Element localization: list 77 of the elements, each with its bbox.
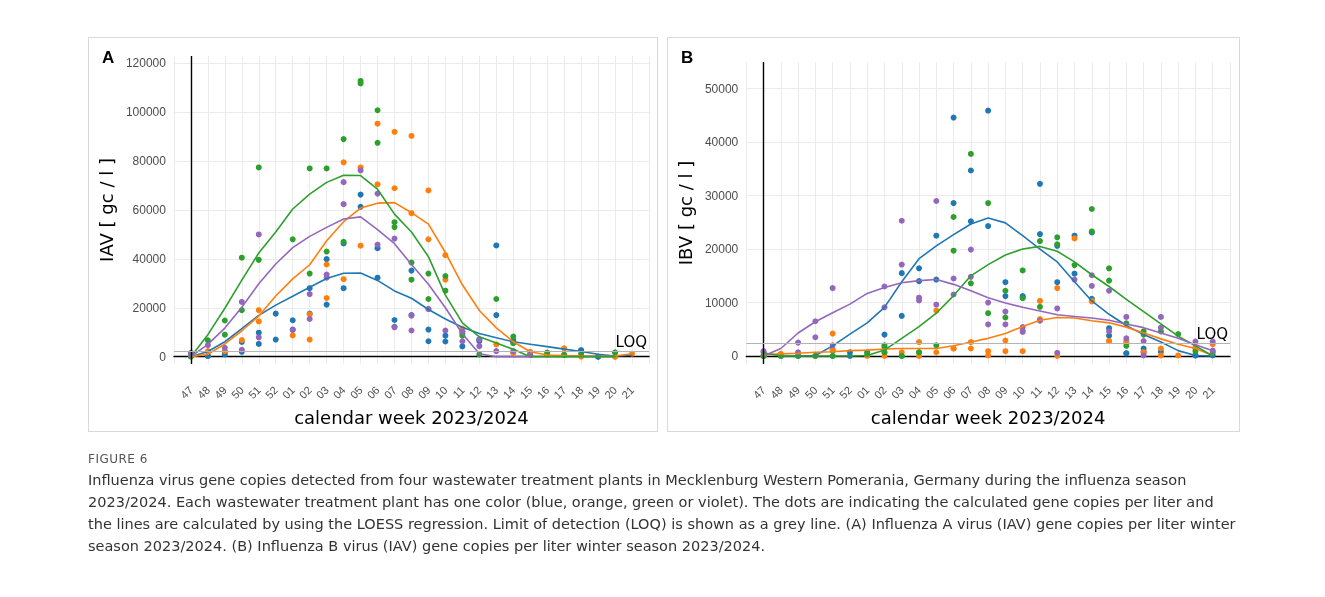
x-axis-title: calendar week 2023/2024 [870,406,1106,428]
y-tick-label: 0 [731,348,739,363]
ref-line-label: LOQ [615,332,647,351]
x-tick-label: 17 [1130,383,1148,401]
chart-title: A [102,48,115,67]
x-tick-label: 48 [194,383,213,401]
x-tick-label: 05 [923,383,941,401]
x-tick-label: 15 [517,383,535,401]
x-tick-label: 01 [854,383,872,401]
x-axis-title: calendar week 2023/2024 [294,406,529,428]
y-tick-label: 60000 [132,203,167,217]
y-tick-label: 10000 [704,295,739,310]
x-tick-label: 02 [871,383,889,401]
x-tick-label: 03 [313,383,331,401]
x-tick-label: 07 [957,383,976,401]
x-tick-label: 20 [602,383,620,401]
x-tick-label: 02 [296,383,314,401]
x-tick-label: 16 [534,383,552,401]
x-tick-label: 47 [750,383,768,401]
x-tick-label: 51 [819,383,837,401]
x-tick-label: 49 [785,383,803,401]
x-tick-label: 18 [568,383,586,401]
x-tick-label: 08 [975,383,993,401]
ref-line-label: LOQ [1196,324,1228,343]
x-tick-label: 01 [279,383,297,401]
x-tick-label: 12 [466,383,484,401]
x-tick-label: 19 [585,383,603,401]
x-tick-label: 07 [381,383,399,401]
text: Influenza virus gene copies detected from four wastewater treatment plants in Mecklenburg Western Pomerania, Germany during the influenza season 2023/2024. Each wastewater treatment plant has one color (blue, orange, green or violet). The dots are indicating the calculated gene copies per liter and the lines are calculated by using the LOESS regression. Limit of detection (LOQ) is shown as a grey line. (A) Influenza A virus (IAV) gene copies per liter winter season 2023/2024. (B) Influenza B virus (IAV) gene copies per liter winter season 2023/2024. [88,471,1237,556]
y-tick-label: 40000 [704,135,739,150]
x-tick-label: 08 [398,383,416,401]
x-tick-label: 21 [619,383,637,401]
x-tick-label: 13 [1061,383,1079,401]
y-tick-label: 20000 [704,242,739,257]
x-tick-label: 49 [211,383,230,401]
y-tick-label: 20000 [132,300,167,315]
y-tick-label: 0 [159,349,167,364]
x-tick-label: 20 [1182,383,1200,401]
x-tick-label: 15 [1096,383,1114,401]
x-tick-label: 04 [330,383,348,401]
x-tick-label: 19 [1165,383,1183,401]
x-tick-label: 18 [1148,383,1166,401]
x-tick-label: 48 [767,383,786,401]
x-tick-label: 14 [1078,383,1097,401]
x-tick-label: 12 [1044,383,1062,401]
caption: FIGURE 6 [88,452,149,466]
x-tick-label: 10 [432,383,450,401]
y-axis-title: IAV [ gc / l ] [95,158,117,262]
y-tick-label: 80000 [132,154,167,169]
x-tick-label: 09 [415,383,433,401]
x-tick-label: 06 [940,383,958,401]
x-tick-label: 51 [245,383,264,401]
x-tick-label: 16 [1113,383,1131,401]
y-tick-label: 40000 [132,251,167,266]
y-axis-title: IBV [ gc / l ] [674,160,696,266]
x-tick-label: 03 [888,383,906,401]
x-tick-label: 04 [906,383,924,401]
x-tick-label: 17 [551,383,569,401]
y-tick-label: 120000 [125,56,167,71]
x-tick-label: 05 [347,383,365,401]
y-tick-label: 50000 [704,81,739,96]
y-tick-label: 100000 [125,105,167,120]
x-tick-label: 09 [992,383,1010,401]
x-tick-label: 10 [1009,383,1027,401]
chart-title: B [681,48,694,67]
x-tick-label: 52 [837,383,855,401]
x-tick-label: 14 [500,383,518,401]
x-tick-label: 52 [262,383,280,401]
x-tick-label: 21 [1199,383,1217,401]
x-tick-label: 47 [178,383,196,401]
x-tick-label: 13 [483,383,501,401]
x-tick-label: 50 [228,383,247,401]
y-tick-label: 30000 [704,188,739,203]
x-tick-label: 50 [802,383,820,401]
x-tick-label: 11 [1027,383,1045,401]
x-tick-label: 06 [364,383,382,401]
x-tick-label: 11 [450,383,467,401]
